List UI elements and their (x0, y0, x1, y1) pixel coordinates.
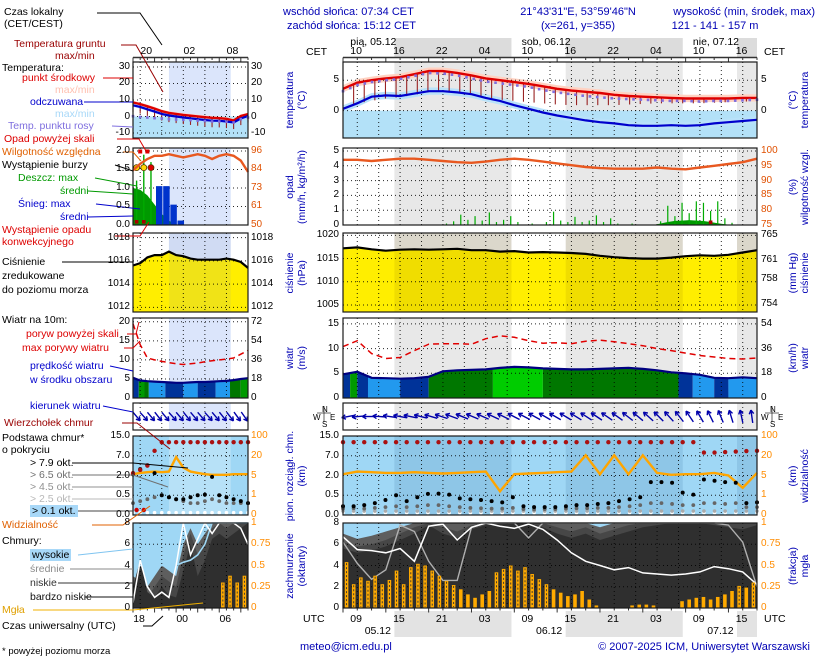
compass-left-cross (317, 406, 331, 422)
mini-temp-panel (131, 61, 250, 139)
main-pressure-panel (342, 232, 758, 313)
main-precip-panel (342, 147, 758, 226)
main-cloudbase-panel (340, 435, 760, 516)
mini-pressure-panel (132, 232, 249, 313)
mini-clouds-panel (132, 521, 249, 609)
compass-right-cross (765, 406, 779, 422)
mini-wind-dir-panel (132, 402, 249, 431)
mini-precip-panel (132, 147, 250, 226)
mini-cloudbase-panel (130, 435, 251, 516)
main-wind-panel (342, 317, 758, 399)
axis-rulers (132, 38, 758, 637)
main-wind-dir-panel (341, 402, 758, 431)
mini-wind-panel (132, 317, 249, 399)
main-clouds-panel (342, 522, 758, 609)
main-temp-panel (341, 61, 759, 139)
connector-lines (33, 12, 204, 627)
